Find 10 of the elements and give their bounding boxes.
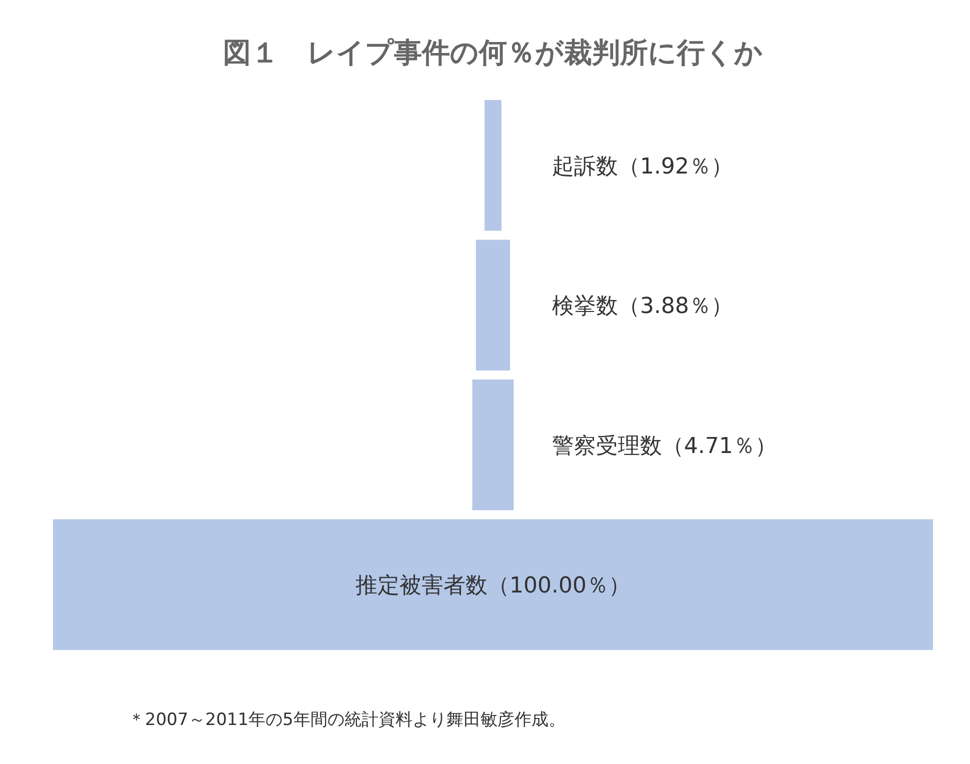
data-label: （1.92％） [618, 154, 733, 180]
text: 図１ レイプ事件の何％が裁判所に行くか [223, 36, 763, 69]
data-label: （4.71％） [662, 434, 777, 459]
data-label: （100.00％） [488, 574, 630, 599]
category-label: 検挙数 [552, 294, 618, 320]
category-label: 起訴数 [552, 154, 618, 180]
data-label: （3.88％） [618, 294, 733, 320]
category-label: 警察受理数 [552, 434, 662, 459]
text: ＊2007～2011年の5年間の統計資料より舞田敏彦作成。 [128, 710, 566, 730]
category-label: 推定被害者数 [356, 574, 488, 599]
